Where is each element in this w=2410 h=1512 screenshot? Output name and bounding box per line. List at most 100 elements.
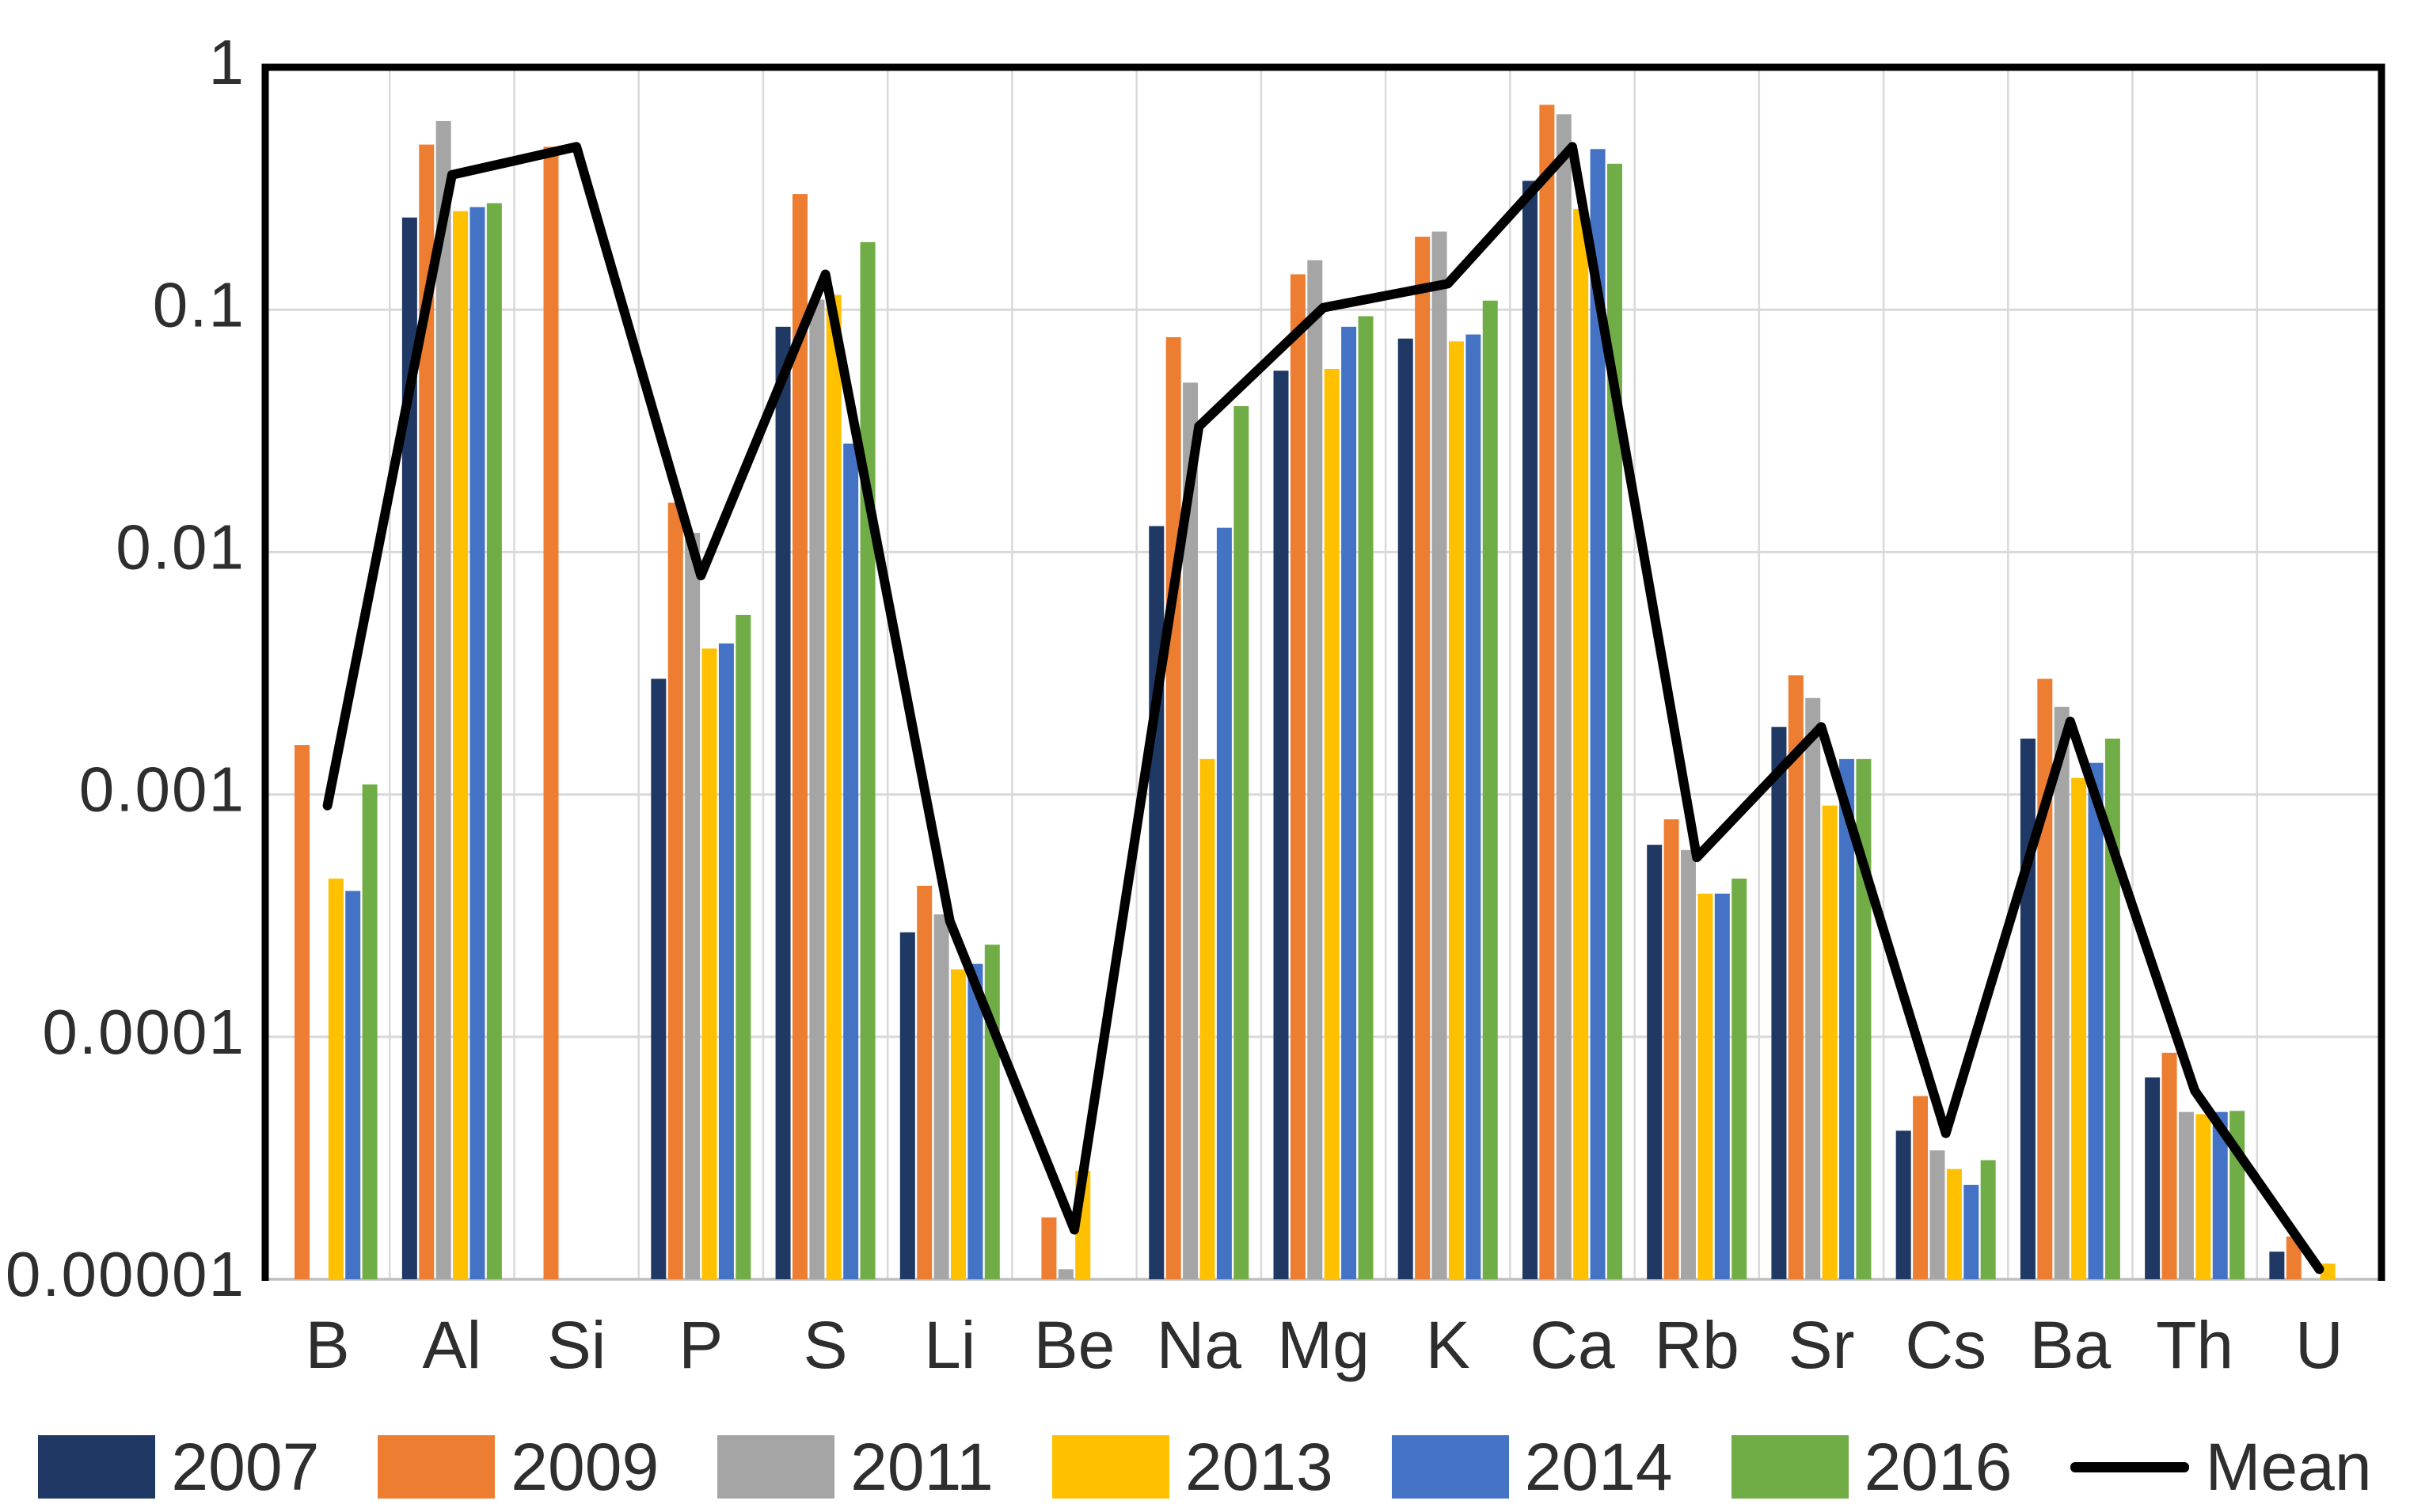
bar-2009-B [295, 745, 310, 1279]
y-tick-label: 0.0001 [42, 997, 245, 1067]
bar-2007-K [1397, 338, 1413, 1280]
bar-2011-Mg [1307, 260, 1323, 1279]
bar-2007-Rb [1647, 845, 1663, 1279]
bar-2013-S [826, 294, 842, 1280]
bar-2011-Cs [1929, 1150, 1945, 1279]
x-category-label-Rb: Rb [1655, 1308, 1739, 1382]
legend-swatch-2014 [1391, 1435, 1509, 1499]
legend-item-2014: 2014 [1391, 1429, 1673, 1506]
legend-item-mean: Mean [2070, 1429, 2372, 1506]
legend-swatch-2007 [38, 1435, 156, 1499]
bar-2009-Al [419, 144, 435, 1280]
bar-2007-Al [401, 217, 417, 1280]
bar-2014-Na [1216, 527, 1232, 1279]
bar-2016-Na [1234, 406, 1249, 1279]
mean-line [322, 142, 2324, 1275]
bar-2009-Th [2161, 1052, 2177, 1279]
legend-item-2009: 2009 [378, 1429, 659, 1506]
bar-2013-Na [1199, 758, 1215, 1279]
bar-2007-Th [2145, 1077, 2161, 1279]
bar-2016-Ca [1606, 163, 1622, 1279]
bar-2014-P [718, 643, 734, 1279]
bar-2007-Cs [1895, 1130, 1911, 1279]
bar-2011-Be [1058, 1269, 1074, 1279]
bar-2016-Mg [1358, 316, 1374, 1280]
bar-2013-B [328, 878, 344, 1279]
x-category-label-Li: Li [924, 1308, 975, 1382]
bar-2014-Mg [1341, 326, 1357, 1280]
bar-2009-Ba [2037, 678, 2053, 1279]
bar-2007-Ca [1522, 180, 1538, 1279]
bar-2013-Al [453, 211, 469, 1279]
bar-2013-Cs [1946, 1168, 1962, 1279]
bar-2016-Cs [1980, 1160, 1996, 1279]
x-category-label-Si: Si [547, 1308, 606, 1382]
bar-2011-Ba [2054, 706, 2070, 1279]
bar-2007-Ba [2020, 739, 2036, 1279]
x-category-label-Sr: Sr [1788, 1308, 1854, 1382]
y-tick-label: 0.01 [116, 512, 245, 583]
legend-label-2007: 2007 [171, 1429, 320, 1504]
x-category-label-P: P [679, 1308, 723, 1382]
bar-2011-Sr [1805, 697, 1821, 1279]
bar-2013-K [1448, 341, 1464, 1280]
x-category-label-B: B [306, 1308, 350, 1382]
bar-2014-Ba [2088, 762, 2104, 1279]
x-category-label-S: S [804, 1308, 848, 1382]
bar-2009-U [2286, 1237, 2302, 1279]
bar-2009-Sr [1788, 675, 1804, 1279]
bar-2011-Li [933, 914, 949, 1279]
legend-label-2011: 2011 [850, 1429, 994, 1504]
bar-2014-S [843, 443, 859, 1279]
x-category-label-Ca: Ca [1530, 1308, 1615, 1382]
bar-2007-Li [899, 932, 915, 1279]
bar-2014-Al [469, 207, 485, 1280]
bar-2013-Ca [1573, 209, 1589, 1280]
bar-2009-Na [1165, 336, 1181, 1279]
chart-legend: 2007 2009 2011 2013 2014 2016 Mean [0, 1415, 2410, 1512]
bar-2009-Si [543, 146, 559, 1279]
legend-label-2014: 2014 [1524, 1429, 1673, 1504]
x-category-label-Th: Th [2156, 1308, 2233, 1382]
bar-2009-Cs [1913, 1096, 1929, 1279]
legend-swatch-2013 [1051, 1435, 1169, 1499]
bar-2014-Cs [1963, 1184, 1979, 1279]
legend-label-mean: Mean [2205, 1429, 2372, 1504]
x-category-label-Ba: Ba [2030, 1308, 2112, 1382]
bar-2007-P [651, 678, 667, 1279]
bar-2016-B [362, 784, 378, 1279]
y-tick-label: 1 [209, 27, 246, 97]
bar-2009-Rb [1663, 819, 1679, 1279]
bar-2014-K [1465, 334, 1481, 1279]
x-category-label-Al: Al [423, 1308, 482, 1382]
legend-swatch-2016 [1731, 1435, 1849, 1499]
bar-2014-Th [2212, 1111, 2228, 1279]
legend-item-2011: 2011 [717, 1429, 994, 1506]
bar-2009-P [667, 502, 683, 1279]
bar-2016-Rb [1731, 878, 1747, 1279]
bar-2014-Ca [1590, 149, 1606, 1279]
bar-2007-Sr [1771, 727, 1787, 1279]
bar-2011-Al [435, 120, 451, 1280]
bar-2011-S [809, 299, 825, 1279]
bar-2013-Ba [2071, 777, 2087, 1279]
x-category-label-U: U [2295, 1308, 2343, 1382]
bar-2009-K [1415, 237, 1431, 1279]
bar-2016-S [860, 241, 876, 1279]
legend-item-2013: 2013 [1051, 1429, 1333, 1506]
bar-2011-Na [1183, 382, 1199, 1280]
bar-2016-K [1482, 300, 1498, 1280]
bar-2013-U [2320, 1263, 2336, 1279]
x-category-label-Be: Be [1034, 1308, 1116, 1382]
x-category-label-K: K [1426, 1308, 1470, 1382]
bar-2011-P [685, 533, 701, 1279]
bar-2016-P [736, 614, 751, 1279]
legend-label-2013: 2013 [1184, 1429, 1333, 1504]
bar-2016-Ba [2104, 739, 2120, 1279]
bar-2014-Sr [1839, 758, 1855, 1279]
bar-2009-Li [917, 885, 933, 1279]
bar-2014-Li [967, 963, 983, 1279]
bar-2016-Li [984, 944, 1000, 1279]
legend-label-2009: 2009 [511, 1429, 660, 1504]
